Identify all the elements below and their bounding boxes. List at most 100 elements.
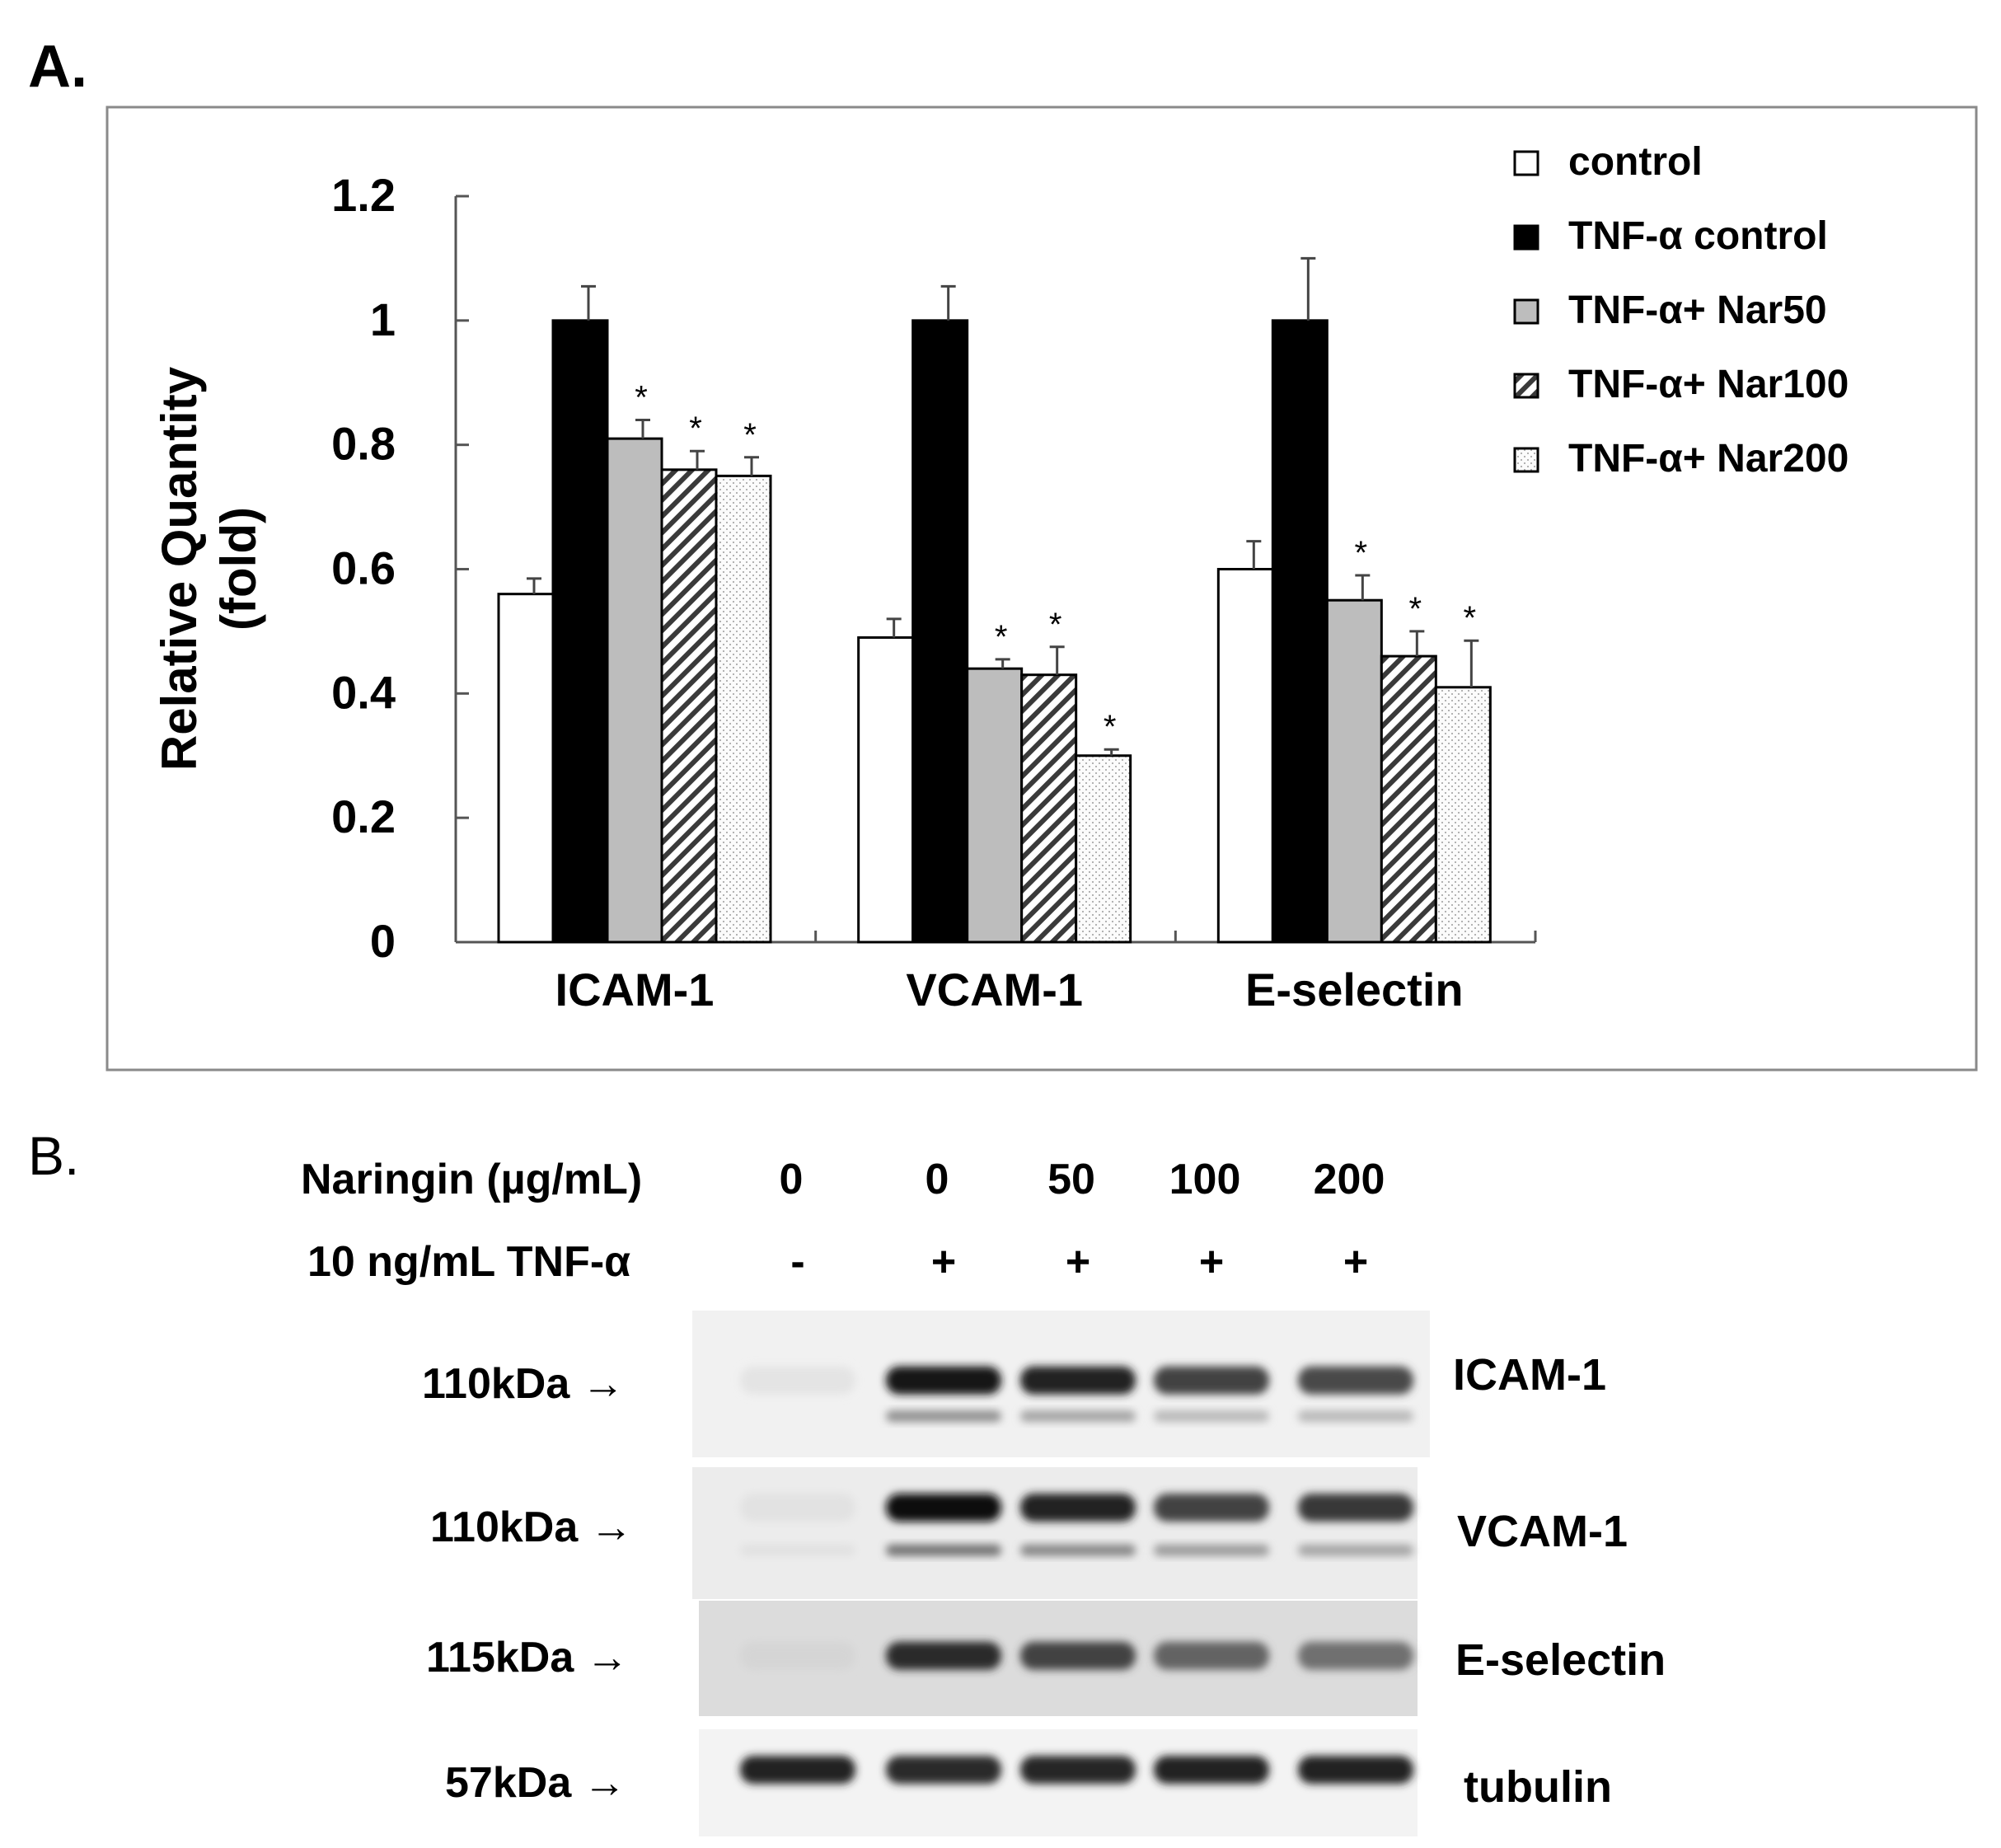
x-tick-label: VCAM-1 [906, 964, 1083, 1015]
blot-lower-band [1298, 1410, 1413, 1423]
blot-band [886, 1366, 1001, 1395]
bar [1216, 568, 1274, 944]
blot-lower-band [740, 1544, 855, 1556]
molecular-weight-label: 115kDa → [426, 1634, 629, 1681]
blot-lower-band [886, 1544, 1001, 1556]
legend-label: TNF-α+ Nar100 [1568, 363, 1849, 406]
tnf-sign: + [1343, 1238, 1368, 1286]
bar-chart: 0 0.2 0.4 0.6 0.8 1 1.2 Relative Quantity(fold)… [152, 169, 1537, 1015]
blot-band [886, 1756, 1001, 1785]
molecular-weight-label: 110kDa → [430, 1503, 633, 1551]
legend-label: control [1568, 140, 1703, 184]
naringin-dose: 100 [1169, 1156, 1241, 1203]
blot-vcam-1: 110kDa → VCAM-1 [430, 1467, 1628, 1599]
blot-band [1154, 1641, 1269, 1670]
y-tick-label: 1.2 [331, 169, 396, 221]
naringin-dose: 0 [926, 1156, 949, 1203]
blot-band [1020, 1756, 1136, 1785]
bar [1434, 686, 1492, 944]
blot-band [1020, 1494, 1136, 1522]
blot-band [886, 1641, 1001, 1670]
bar [660, 468, 718, 944]
x-tick-label: E-selectin [1245, 964, 1464, 1015]
significance-marker: * [635, 380, 648, 416]
y-tick-label: 0.4 [331, 666, 396, 718]
blot-lower-band [1020, 1544, 1136, 1556]
legend-swatch [1513, 447, 1539, 473]
blot-band [1020, 1366, 1136, 1395]
y-tick-label: 0.2 [331, 790, 396, 842]
significance-marker: * [1355, 535, 1368, 571]
bar [966, 667, 1024, 944]
y-tick-label: 1 [370, 293, 396, 345]
panel-a-label: A. [28, 34, 87, 100]
blot-lower-band [1020, 1410, 1136, 1423]
legend-swatch [1513, 150, 1539, 176]
bar [606, 437, 663, 944]
significance-marker: * [1464, 600, 1477, 636]
legend-swatch [1513, 224, 1539, 251]
blot-band [1298, 1756, 1413, 1785]
y-tick-label: 0.6 [331, 542, 396, 594]
y-axis-label-line: Relative Quantity [152, 366, 207, 771]
bar [911, 319, 969, 944]
blot-band [1154, 1756, 1269, 1785]
protein-label: VCAM-1 [1457, 1507, 1628, 1556]
protein-label: tubulin [1464, 1762, 1612, 1812]
panel-b-label: B. [28, 1125, 79, 1186]
western-blots: 110kDa → ICAM-1 110kDa → VCAM-1 115kDa → E-se… [422, 1311, 1666, 1836]
blot-band [1154, 1366, 1269, 1395]
tnf-sign: + [1066, 1238, 1090, 1286]
blot-band [886, 1494, 1001, 1522]
blot-band [1154, 1494, 1269, 1522]
tnf-sign: - [790, 1238, 804, 1286]
x-tick-label: ICAM-1 [555, 964, 715, 1015]
bar [497, 593, 555, 944]
blot-e-selectin: 115kDa → E-selectin [426, 1601, 1666, 1716]
bar [1325, 598, 1383, 944]
blot-tubulin: 57kDa → tubulin [445, 1729, 1612, 1836]
bar [1020, 673, 1078, 944]
naringin-dose: 0 [780, 1156, 804, 1203]
tnf-sign: + [1199, 1238, 1224, 1286]
bar [1380, 654, 1437, 944]
blot-band [740, 1366, 855, 1395]
blot-band [1298, 1494, 1413, 1522]
bar [857, 636, 915, 944]
y-tick-label: 0 [370, 915, 396, 967]
naringin-dose: 200 [1314, 1156, 1385, 1203]
blot-lower-band [886, 1410, 1001, 1423]
bar [551, 319, 609, 944]
blot-band [1298, 1366, 1413, 1395]
blot-band [740, 1494, 855, 1522]
legend-label: TNF-α+ Nar200 [1568, 437, 1849, 481]
blot-lower-band [1298, 1544, 1413, 1556]
naringin-label: Naringin (µg/mL) [301, 1156, 642, 1203]
molecular-weight-label: 110kDa → [422, 1360, 625, 1408]
bar [1075, 754, 1132, 944]
blot-band [1020, 1641, 1136, 1670]
bar [715, 474, 772, 944]
blot-icam-1: 110kDa → ICAM-1 [422, 1311, 1606, 1457]
blot-lower-band [1154, 1410, 1269, 1423]
protein-label: ICAM-1 [1453, 1350, 1606, 1400]
legend-swatch [1513, 373, 1539, 399]
chart-legend: control TNF-α control TNF-α+ Nar50 TNF-α+ N… [1513, 140, 1849, 481]
blot-lower-band [1154, 1544, 1269, 1556]
blot-band [740, 1641, 855, 1670]
y-tick-label: 0.8 [331, 418, 396, 470]
blot-band [1298, 1641, 1413, 1670]
significance-marker: * [743, 417, 757, 453]
protein-label: E-selectin [1455, 1635, 1666, 1685]
lane-headers: 0 0 50 100 200 - + + + + [780, 1156, 1385, 1286]
blot-band [740, 1756, 855, 1785]
y-axis-label: Relative Quantity(fold) [152, 366, 266, 771]
legend-label: TNF-α control [1568, 214, 1828, 258]
significance-marker: * [1409, 591, 1422, 627]
y-axis-label-line: (fold) [211, 507, 266, 631]
tnf-sign: + [931, 1238, 956, 1286]
significance-marker: * [689, 410, 702, 447]
legend-swatch [1513, 298, 1539, 325]
naringin-dose: 50 [1047, 1156, 1095, 1203]
